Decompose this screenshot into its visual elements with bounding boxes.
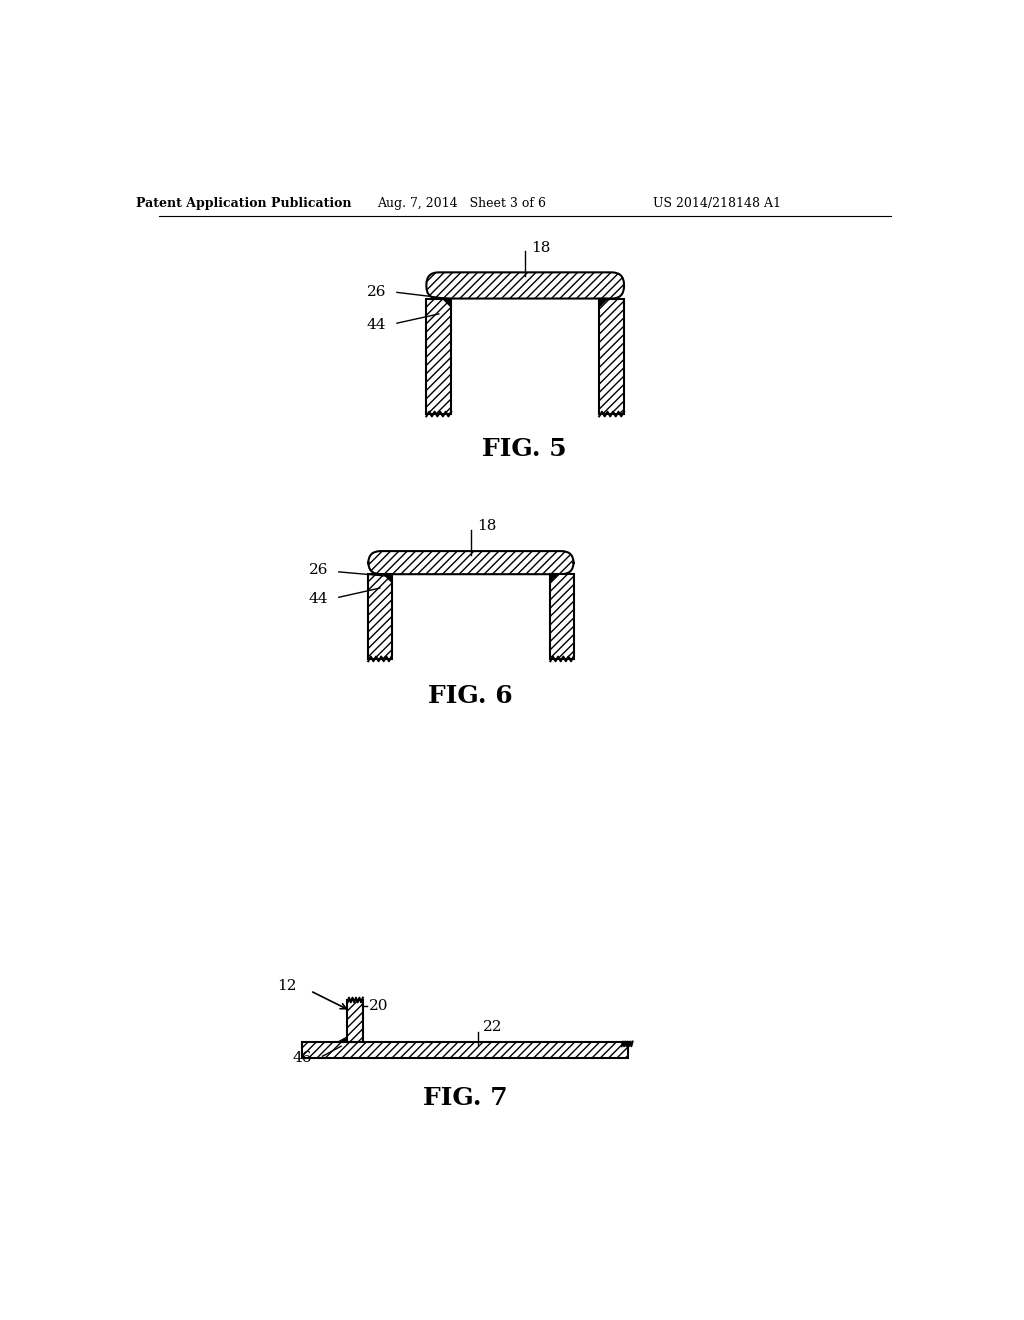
Text: 12: 12 bbox=[278, 979, 297, 993]
Text: FIG. 7: FIG. 7 bbox=[423, 1086, 508, 1110]
Bar bbox=[550, 574, 573, 659]
FancyBboxPatch shape bbox=[426, 272, 624, 298]
Text: 20: 20 bbox=[369, 999, 388, 1014]
Bar bbox=[599, 298, 624, 414]
Text: FIG. 6: FIG. 6 bbox=[428, 684, 513, 708]
Text: US 2014/218148 A1: US 2014/218148 A1 bbox=[653, 197, 781, 210]
Text: 18: 18 bbox=[531, 240, 550, 255]
Bar bbox=[369, 574, 391, 659]
Polygon shape bbox=[337, 1038, 347, 1043]
Text: Aug. 7, 2014   Sheet 3 of 6: Aug. 7, 2014 Sheet 3 of 6 bbox=[377, 197, 546, 210]
Bar bbox=[369, 574, 391, 659]
Text: 22: 22 bbox=[483, 1020, 503, 1034]
Text: 46: 46 bbox=[293, 1051, 312, 1065]
Text: 26: 26 bbox=[308, 564, 328, 577]
Bar bbox=[426, 298, 452, 414]
Bar bbox=[550, 574, 573, 659]
Polygon shape bbox=[550, 574, 558, 582]
Polygon shape bbox=[442, 298, 452, 308]
Bar bbox=[347, 1001, 362, 1043]
Polygon shape bbox=[384, 574, 391, 582]
Bar bbox=[347, 1001, 362, 1043]
Text: 26: 26 bbox=[367, 285, 386, 300]
Bar bbox=[302, 1043, 628, 1057]
Bar bbox=[599, 298, 624, 414]
Text: FIG. 5: FIG. 5 bbox=[482, 437, 567, 461]
FancyBboxPatch shape bbox=[369, 552, 573, 574]
Polygon shape bbox=[599, 298, 607, 308]
Bar bbox=[426, 298, 452, 414]
Text: 18: 18 bbox=[477, 520, 496, 533]
Text: Patent Application Publication: Patent Application Publication bbox=[136, 197, 352, 210]
Text: 44: 44 bbox=[308, 591, 328, 606]
Text: 44: 44 bbox=[367, 318, 386, 333]
Bar bbox=[302, 1043, 628, 1057]
